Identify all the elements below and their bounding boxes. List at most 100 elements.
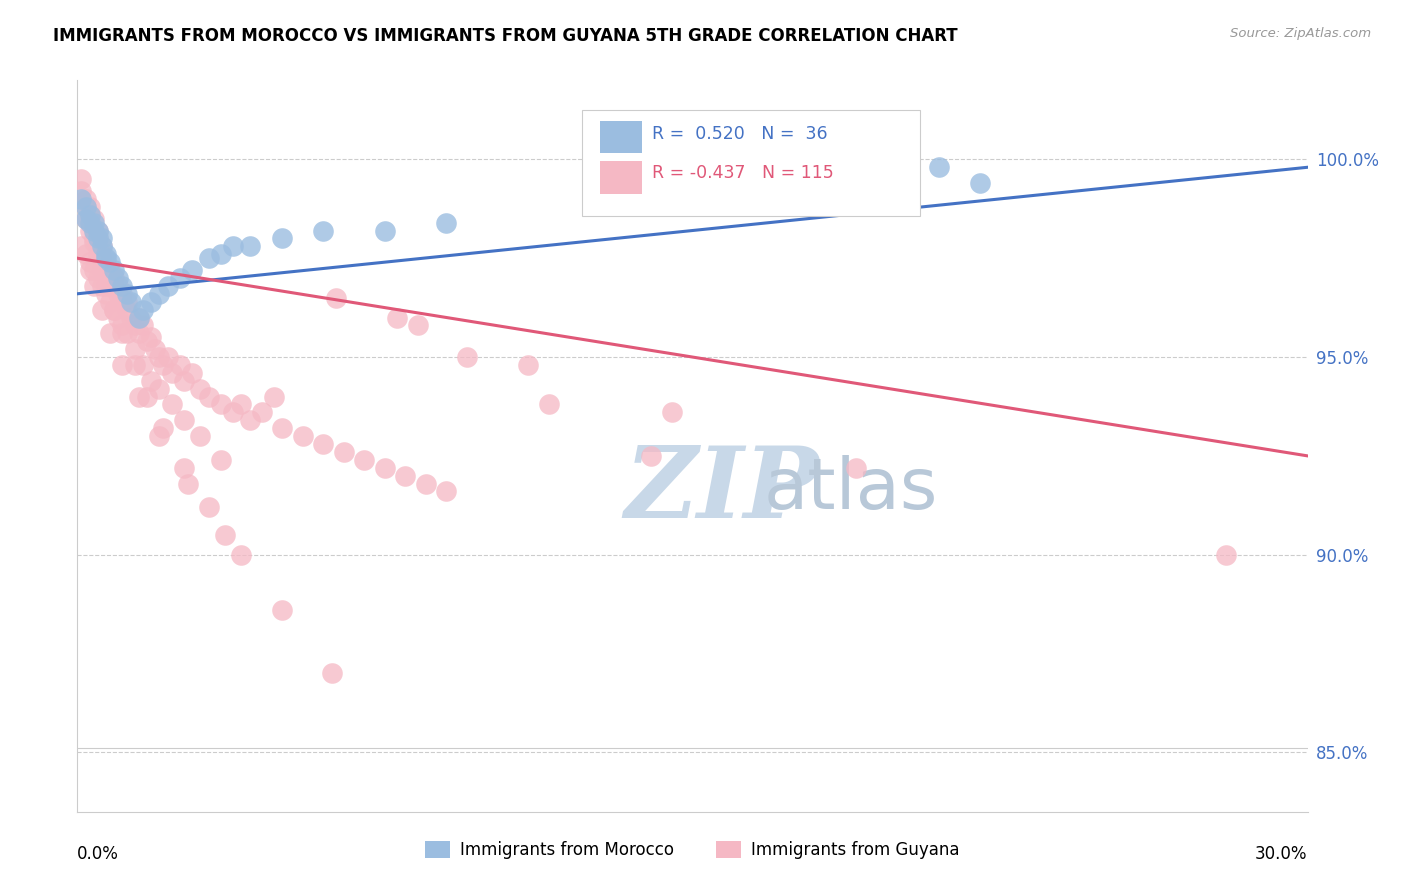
- Point: [188, 429, 212, 443]
- Point: [120, 294, 142, 309]
- Point: [75, 211, 97, 226]
- Point: [214, 528, 236, 542]
- Point: [169, 271, 191, 285]
- Point: [132, 302, 155, 317]
- Point: [103, 302, 125, 317]
- Point: [148, 286, 170, 301]
- Point: [250, 405, 273, 419]
- Point: [209, 453, 232, 467]
- Point: [132, 358, 155, 372]
- Point: [312, 437, 335, 451]
- Point: [969, 176, 991, 190]
- Point: [111, 358, 134, 372]
- Point: [325, 291, 347, 305]
- Point: [87, 223, 110, 237]
- Point: [231, 397, 253, 411]
- Point: [115, 326, 138, 341]
- Point: [90, 302, 114, 317]
- Point: [94, 263, 117, 277]
- Text: R =  0.520   N =  36: R = 0.520 N = 36: [652, 125, 828, 143]
- Point: [87, 247, 110, 261]
- Point: [98, 271, 121, 285]
- Point: [197, 500, 219, 515]
- Point: [94, 286, 117, 301]
- Point: [173, 374, 195, 388]
- Point: [263, 390, 285, 404]
- Point: [456, 350, 478, 364]
- Point: [70, 184, 93, 198]
- Text: atlas: atlas: [763, 456, 938, 524]
- Legend: Immigrants from Morocco, Immigrants from Guyana: Immigrants from Morocco, Immigrants from…: [419, 834, 966, 865]
- Point: [94, 255, 117, 269]
- Point: [90, 239, 114, 253]
- Point: [79, 223, 101, 237]
- Point: [353, 453, 375, 467]
- Point: [136, 334, 159, 349]
- Point: [209, 397, 232, 411]
- Point: [83, 211, 105, 226]
- Point: [79, 216, 101, 230]
- Point: [90, 231, 114, 245]
- FancyBboxPatch shape: [600, 161, 643, 194]
- Point: [94, 278, 117, 293]
- Point: [169, 358, 191, 372]
- Point: [79, 255, 101, 269]
- Point: [173, 460, 195, 475]
- Point: [209, 247, 232, 261]
- Text: R = -0.437   N = 115: R = -0.437 N = 115: [652, 164, 834, 182]
- Point: [148, 350, 170, 364]
- Point: [333, 445, 356, 459]
- Point: [111, 318, 134, 333]
- Point: [231, 548, 253, 562]
- Point: [156, 278, 179, 293]
- Point: [94, 251, 117, 265]
- Text: Source: ZipAtlas.com: Source: ZipAtlas.com: [1230, 27, 1371, 40]
- Point: [661, 405, 683, 419]
- Point: [83, 223, 105, 237]
- Point: [1215, 548, 1237, 562]
- Point: [90, 263, 114, 277]
- Point: [90, 278, 114, 293]
- Point: [79, 200, 101, 214]
- Point: [124, 358, 146, 372]
- Point: [271, 421, 294, 435]
- Point: [115, 286, 138, 301]
- Point: [132, 318, 155, 333]
- Point: [75, 211, 97, 226]
- Point: [271, 603, 294, 617]
- Point: [70, 192, 93, 206]
- Point: [124, 318, 146, 333]
- Point: [79, 208, 101, 222]
- Point: [152, 358, 174, 372]
- Point: [148, 429, 170, 443]
- Point: [103, 302, 125, 317]
- Point: [188, 382, 212, 396]
- Point: [111, 326, 134, 341]
- Point: [160, 366, 183, 380]
- Point: [90, 247, 114, 261]
- Point: [197, 251, 219, 265]
- Point: [83, 216, 105, 230]
- Point: [517, 358, 540, 372]
- Point: [75, 247, 97, 261]
- Point: [83, 278, 105, 293]
- Point: [141, 330, 163, 344]
- Point: [312, 223, 335, 237]
- Point: [415, 476, 437, 491]
- Point: [128, 310, 150, 325]
- Point: [136, 390, 159, 404]
- Point: [177, 476, 200, 491]
- Point: [128, 390, 150, 404]
- Point: [374, 223, 396, 237]
- Point: [128, 310, 150, 325]
- Point: [83, 223, 105, 237]
- Point: [222, 239, 245, 253]
- Point: [103, 271, 125, 285]
- Point: [537, 397, 560, 411]
- Point: [87, 271, 110, 285]
- Point: [83, 231, 105, 245]
- Point: [148, 382, 170, 396]
- Point: [90, 251, 114, 265]
- Point: [98, 294, 121, 309]
- Point: [271, 231, 294, 245]
